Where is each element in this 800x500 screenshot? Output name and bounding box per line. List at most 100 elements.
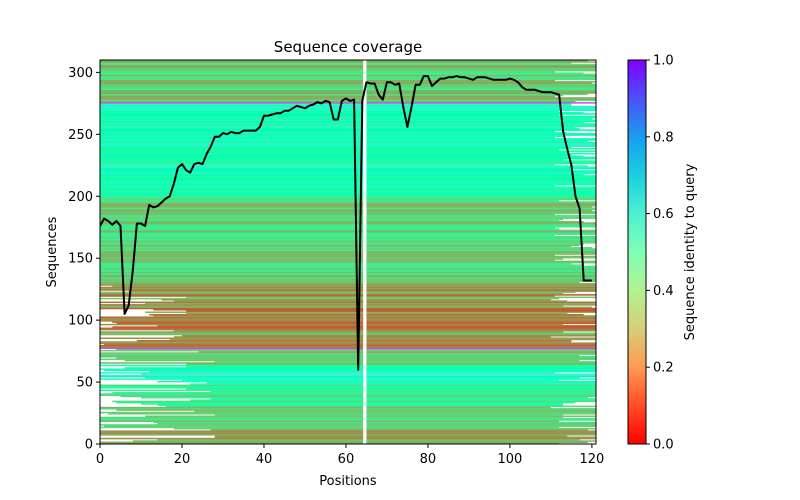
- heatmap-row: [100, 160, 596, 162]
- heatmap-row: [100, 286, 596, 289]
- heatmap-row: [100, 209, 592, 212]
- heatmap-row: [186, 310, 596, 312]
- heatmap-row: [100, 154, 572, 156]
- heatmap-row: [100, 256, 596, 259]
- heatmap-row: [100, 203, 596, 206]
- heatmap-row: [100, 232, 596, 234]
- heatmap-row: [100, 156, 596, 159]
- heatmap-row: [100, 344, 596, 347]
- heatmap-row: [100, 191, 596, 193]
- heatmap-row: [173, 427, 596, 430]
- heatmap-row: [100, 434, 596, 436]
- heatmap-row: [100, 250, 596, 253]
- heatmap-row: [186, 388, 596, 390]
- heatmap-row: [100, 131, 568, 134]
- heatmap-row: [100, 97, 596, 99]
- heatmap-row: [100, 242, 596, 244]
- heatmap-row: [100, 224, 596, 227]
- heatmap-row: [100, 333, 596, 336]
- heatmap-row: [214, 436, 596, 439]
- heatmap-row: [100, 237, 596, 239]
- heatmap-row: [100, 60, 588, 62]
- coverage-line-group: [100, 75, 592, 371]
- heatmap-row: [100, 430, 596, 432]
- heatmap-row: [124, 359, 580, 362]
- heatmap-row: [100, 228, 560, 231]
- y-tick-label: 250: [68, 128, 93, 143]
- heatmap-row: [100, 244, 580, 247]
- heatmap-row: [100, 442, 560, 444]
- heatmap-row: [100, 130, 556, 133]
- heatmap-row: [100, 164, 556, 166]
- heatmap-row: [100, 328, 596, 331]
- heatmap-row: [214, 414, 564, 416]
- heatmap-row: [100, 212, 596, 214]
- heatmap-row: [112, 285, 596, 287]
- x-tick-label: 60: [338, 452, 355, 467]
- heatmap-row: [100, 113, 596, 115]
- heatmap-row: [198, 351, 596, 353]
- heatmap-row: [100, 142, 596, 145]
- heatmap-row: [100, 275, 596, 278]
- heatmap-row: [100, 337, 596, 340]
- heatmap-row: [100, 213, 556, 216]
- heatmap-row: [100, 342, 596, 344]
- heatmap-row: [100, 238, 596, 240]
- heatmap-row: [100, 152, 596, 155]
- heatmap-row: [100, 218, 564, 221]
- heatmap-row: [100, 169, 572, 171]
- heatmap-row: [100, 216, 596, 218]
- heatmap-row: [190, 383, 596, 385]
- heatmap-row: [100, 278, 596, 280]
- heatmap-row: [100, 245, 572, 248]
- heatmap-row: [100, 76, 596, 78]
- heatmap-row: [186, 365, 596, 368]
- heatmap-row: [100, 393, 596, 395]
- colorbar-tick-label: 1.0: [653, 54, 674, 69]
- heatmap-row: [100, 159, 564, 161]
- heatmap-row: [214, 361, 596, 363]
- colorbar-tick-label: 0.8: [653, 130, 674, 145]
- heatmap-row: [100, 264, 584, 266]
- heatmap-row: [100, 362, 596, 364]
- heatmap-row: [100, 282, 596, 285]
- heatmap-row: [100, 86, 596, 88]
- heatmap-row: [100, 247, 592, 249]
- heatmap-row: [100, 358, 596, 361]
- heatmap-row: [100, 297, 560, 300]
- heatmap-rows: [100, 60, 596, 444]
- heatmap-row: [100, 140, 588, 143]
- heatmap-row: [100, 87, 596, 89]
- heatmap-row: [100, 263, 572, 265]
- gap-column: [363, 60, 367, 444]
- heatmap-row: [173, 336, 551, 338]
- heatmap-row: [100, 323, 564, 326]
- heatmap-row: [100, 71, 556, 73]
- heatmap-row: [100, 177, 596, 180]
- heatmap-row: [100, 235, 596, 238]
- heatmap-row: [100, 426, 560, 429]
- heatmap-row: [100, 317, 596, 320]
- heatmap-row: [100, 248, 596, 250]
- heatmap-row: [116, 322, 596, 325]
- heatmap-row: [100, 289, 596, 291]
- heatmap-row: [100, 233, 596, 235]
- heatmap-row: [100, 234, 556, 237]
- heatmap-row: [100, 129, 596, 131]
- heatmap-row: [112, 400, 596, 403]
- heatmap-row: [100, 141, 596, 144]
- heatmap-row: [116, 348, 596, 351]
- heatmap-row: [100, 104, 572, 107]
- heatmap-row: [100, 64, 596, 67]
- heatmap-row: [100, 221, 584, 223]
- heatmap-row: [100, 187, 596, 190]
- heatmap-row: [100, 292, 564, 295]
- heatmap-row: [100, 90, 596, 93]
- heatmap-row: [100, 126, 576, 129]
- heatmap-row: [100, 147, 596, 150]
- heatmap-row: [100, 387, 596, 389]
- heatmap-row: [100, 259, 556, 261]
- heatmap-row: [100, 193, 596, 196]
- heatmap-row: [112, 321, 596, 323]
- heatmap-row: [214, 435, 568, 437]
